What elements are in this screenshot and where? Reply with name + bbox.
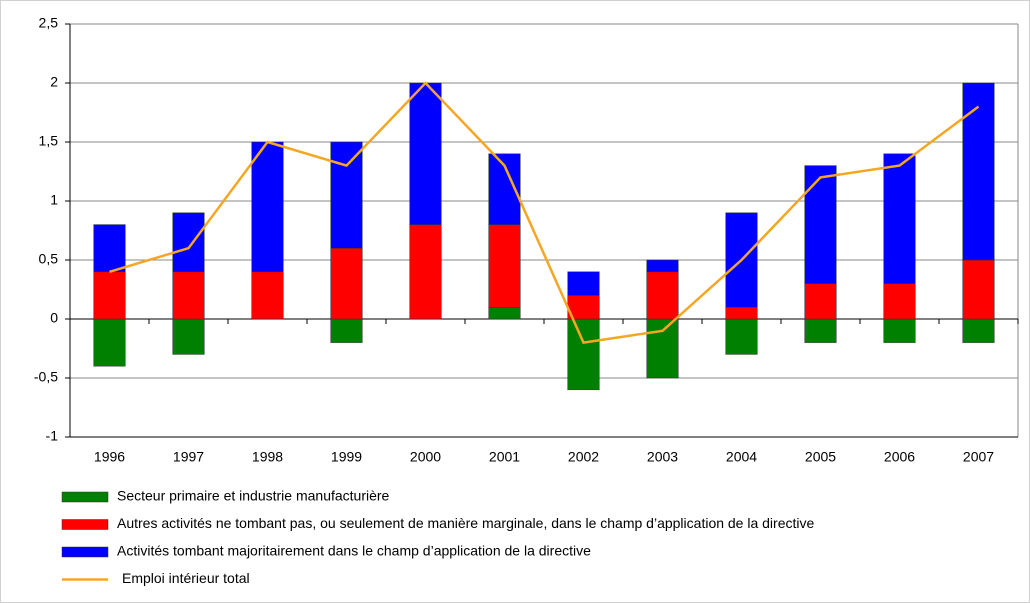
legend-label: Autres activités ne tombant pas, ou seul…	[117, 515, 814, 531]
x-tick-label: 1997	[173, 449, 204, 465]
legend-label: Activités tombant majoritairement dans l…	[117, 543, 591, 559]
bar	[962, 318, 995, 343]
x-tick-label: 2003	[647, 449, 678, 465]
legend-label: Secteur primaire et industrie manufactur…	[117, 488, 390, 504]
bar	[330, 247, 363, 320]
y-tick-label: 0,5	[39, 251, 59, 267]
y-tick-label: 1,5	[39, 133, 59, 149]
bar	[409, 82, 442, 225]
bar	[725, 306, 758, 320]
bar	[883, 283, 916, 320]
bar	[251, 141, 284, 273]
bar	[804, 165, 837, 284]
bar	[93, 224, 126, 273]
legend-label: Emploi intérieur total	[122, 570, 250, 586]
bar	[883, 318, 916, 343]
x-tick-label: 2000	[410, 449, 441, 465]
bar	[646, 318, 679, 379]
bar	[488, 224, 521, 308]
legend-swatch	[61, 519, 109, 530]
bar	[646, 271, 679, 320]
y-tick-label: 0	[50, 310, 58, 326]
x-tick-label: 2001	[489, 449, 520, 465]
bar	[172, 212, 205, 273]
x-tick-label: 2004	[726, 449, 757, 465]
bar	[251, 271, 284, 320]
bar	[409, 224, 442, 320]
line	[109, 81, 980, 344]
y-tick-label: 2	[50, 74, 58, 90]
bar	[330, 141, 363, 249]
y-tick-label: 1	[50, 192, 58, 208]
x-tick-label: 1996	[94, 449, 125, 465]
bar	[646, 259, 679, 273]
legend-swatch	[61, 546, 109, 558]
x-tick-label: 1998	[252, 449, 283, 465]
bar	[488, 306, 521, 320]
bar	[172, 271, 205, 320]
y-tick-label: 2,5	[39, 15, 59, 31]
bar	[567, 318, 600, 391]
y-tick-label: -1	[46, 428, 59, 444]
x-tick-label: 2006	[884, 449, 915, 465]
bar	[804, 318, 837, 343]
bar	[567, 271, 600, 296]
bar	[172, 318, 205, 355]
bar	[725, 318, 758, 355]
bar	[93, 318, 126, 367]
x-tick-label: 2005	[805, 449, 836, 465]
bar	[330, 318, 363, 343]
y-tick-label: -0,5	[34, 369, 58, 385]
bar	[804, 283, 837, 320]
legend-swatch	[61, 491, 109, 503]
x-tick-label: 2002	[568, 449, 599, 465]
bar	[962, 82, 995, 261]
x-tick-label: 1999	[331, 449, 362, 465]
bar	[883, 153, 916, 284]
bar	[962, 259, 995, 320]
bar	[93, 271, 126, 320]
x-tick-label: 2007	[963, 449, 994, 465]
